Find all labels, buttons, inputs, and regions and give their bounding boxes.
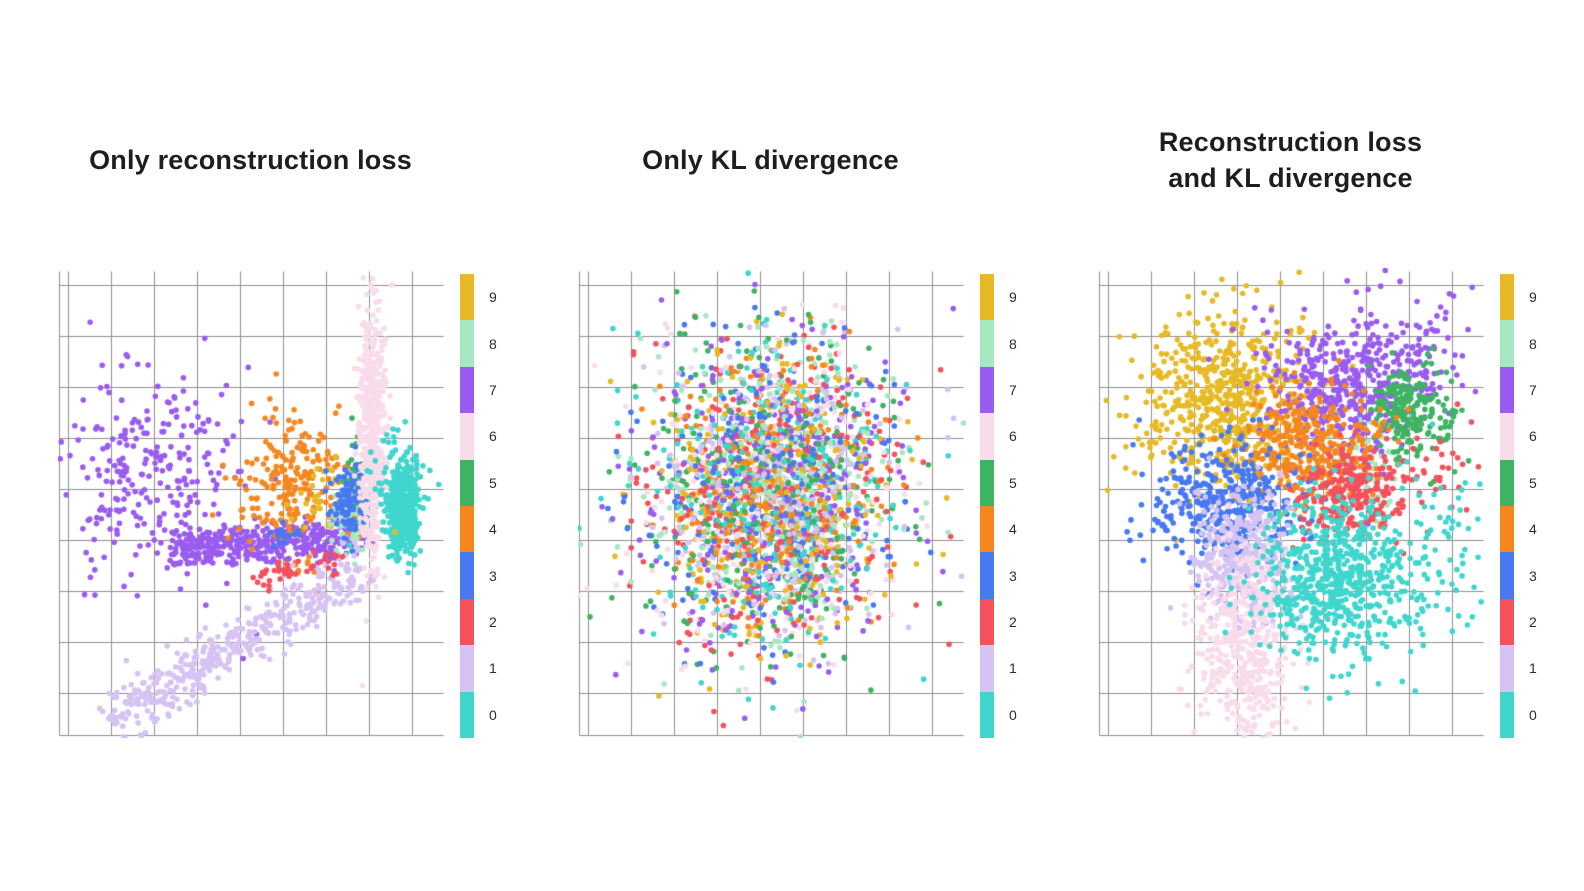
colorbar-segment-4	[980, 506, 994, 553]
colorbar-gradient	[1500, 274, 1514, 739]
colorbar-gradient	[980, 274, 994, 739]
colorbar-label-5: 5	[1009, 474, 1017, 491]
colorbar-label-2: 2	[489, 614, 497, 631]
colorbar-label-3: 3	[489, 567, 497, 584]
colorbar-label-1: 1	[1529, 660, 1537, 677]
colorbar-segment-9	[980, 274, 994, 321]
panel-reconstruction-and-kl: Reconstruction loss and KL divergence 9 8…	[1098, 0, 1558, 891]
panel-only-kl-divergence: Only KL divergence 9 8 7 6 5 4 3 2 1 0	[578, 0, 1038, 891]
colorbar-segment-6	[460, 413, 474, 460]
colorbar-label-8: 8	[1529, 335, 1537, 352]
colorbar-segment-7	[1500, 366, 1514, 414]
colorbar-segment-8	[980, 320, 994, 367]
scatter-plot-canvas	[578, 268, 966, 738]
colorbar-segment-7	[980, 366, 994, 414]
colorbar-label-4: 4	[1009, 521, 1017, 538]
colorbar-segment-4	[460, 506, 474, 553]
panel-only-reconstruction-loss: Only reconstruction loss 9 8 7 6 5 4 3 2 1 0	[58, 0, 518, 891]
colorbar-label-7: 7	[1009, 382, 1017, 399]
colorbar-labels: 9 8 7 6 5 4 3 2 1 0	[489, 274, 497, 738]
colorbar-segment-2	[1500, 598, 1514, 646]
colorbar-segment-0	[1500, 691, 1514, 739]
colorbar-label-9: 9	[489, 289, 497, 306]
colorbar-label-3: 3	[1009, 567, 1017, 584]
colorbar-segment-4	[1500, 506, 1514, 553]
colorbar-segment-6	[1500, 413, 1514, 460]
colorbar-segment-8	[460, 320, 474, 367]
colorbar-segment-3	[1500, 552, 1514, 599]
colorbar-segment-3	[980, 552, 994, 599]
colorbar-labels: 9 8 7 6 5 4 3 2 1 0	[1529, 274, 1537, 738]
colorbar-segment-2	[980, 598, 994, 646]
colorbar-legend: 9 8 7 6 5 4 3 2 1 0	[1500, 274, 1537, 739]
colorbar-segment-0	[460, 691, 474, 739]
colorbar-legend: 9 8 7 6 5 4 3 2 1 0	[460, 274, 497, 739]
colorbar-label-0: 0	[1529, 706, 1537, 723]
colorbar-segment-5	[980, 459, 994, 507]
colorbar-gradient	[460, 274, 474, 739]
colorbar-label-6: 6	[489, 428, 497, 445]
colorbar-segment-5	[460, 459, 474, 507]
colorbar-segment-5	[1500, 459, 1514, 507]
colorbar-segment-7	[460, 366, 474, 414]
colorbar-segment-9	[1500, 274, 1514, 321]
colorbar-segment-1	[1500, 645, 1514, 692]
colorbar-label-3: 3	[1529, 567, 1537, 584]
colorbar-label-7: 7	[489, 382, 497, 399]
colorbar-label-6: 6	[1529, 428, 1537, 445]
panel-title: Reconstruction loss and KL divergence	[1158, 126, 1423, 193]
scatter-plot-canvas	[1098, 268, 1486, 738]
colorbar-segment-1	[980, 645, 994, 692]
colorbar-label-5: 5	[1529, 474, 1537, 491]
colorbar-segment-3	[460, 552, 474, 599]
scatter-plot-canvas	[58, 268, 446, 738]
panel-title: Only reconstruction loss	[89, 144, 412, 175]
colorbar-segment-1	[460, 645, 474, 692]
colorbar-segment-2	[460, 598, 474, 646]
colorbar-label-6: 6	[1009, 428, 1017, 445]
colorbar-legend: 9 8 7 6 5 4 3 2 1 0	[980, 274, 1017, 739]
colorbar-label-1: 1	[1009, 660, 1017, 677]
colorbar-label-5: 5	[489, 474, 497, 491]
colorbar-segment-0	[980, 691, 994, 739]
colorbar-segment-6	[980, 413, 994, 460]
colorbar-label-0: 0	[1009, 706, 1017, 723]
colorbar-label-4: 4	[489, 521, 497, 538]
colorbar-label-2: 2	[1529, 614, 1537, 631]
colorbar-label-0: 0	[489, 706, 497, 723]
colorbar-label-9: 9	[1529, 289, 1537, 306]
panel-title: Only KL divergence	[642, 144, 899, 175]
colorbar-label-4: 4	[1529, 521, 1537, 538]
colorbar-label-8: 8	[1009, 335, 1017, 352]
colorbar-label-7: 7	[1529, 382, 1537, 399]
colorbar-label-8: 8	[489, 335, 497, 352]
colorbar-segment-9	[460, 274, 474, 321]
colorbar-segment-8	[1500, 320, 1514, 367]
colorbar-label-9: 9	[1009, 289, 1017, 306]
colorbar-label-2: 2	[1009, 614, 1017, 631]
colorbar-labels: 9 8 7 6 5 4 3 2 1 0	[1009, 274, 1017, 738]
colorbar-label-1: 1	[489, 660, 497, 677]
